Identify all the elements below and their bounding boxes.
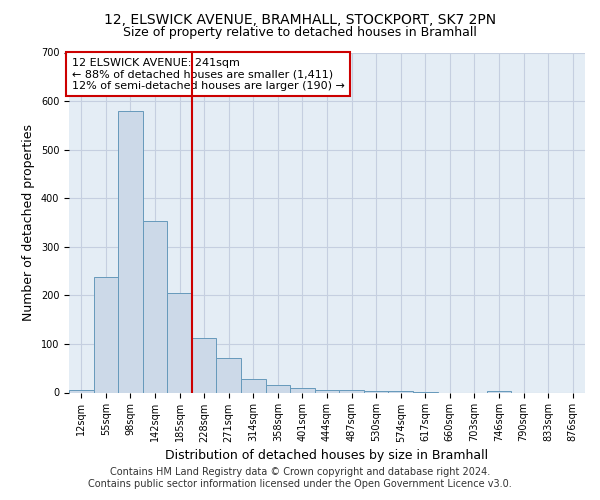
Bar [69, 390, 94, 392]
Bar [487, 391, 511, 392]
Bar [364, 391, 388, 392]
Bar [94, 278, 118, 392]
Text: 12, ELSWICK AVENUE, BRAMHALL, STOCKPORT, SK7 2PN: 12, ELSWICK AVENUE, BRAMHALL, STOCKPORT,… [104, 12, 496, 26]
Bar [217, 358, 241, 392]
Bar [192, 338, 217, 392]
Text: Size of property relative to detached houses in Bramhall: Size of property relative to detached ho… [123, 26, 477, 39]
X-axis label: Distribution of detached houses by size in Bramhall: Distribution of detached houses by size … [166, 448, 488, 462]
Bar [290, 388, 315, 392]
Bar [143, 221, 167, 392]
Y-axis label: Number of detached properties: Number of detached properties [22, 124, 35, 321]
Bar [339, 390, 364, 392]
Bar [266, 385, 290, 392]
Text: 12 ELSWICK AVENUE: 241sqm
← 88% of detached houses are smaller (1,411)
12% of se: 12 ELSWICK AVENUE: 241sqm ← 88% of detac… [71, 58, 344, 91]
Bar [388, 391, 413, 392]
Bar [118, 111, 143, 392]
Bar [167, 293, 192, 392]
Bar [241, 380, 266, 392]
Bar [315, 390, 339, 392]
Text: Contains HM Land Registry data © Crown copyright and database right 2024.
Contai: Contains HM Land Registry data © Crown c… [88, 468, 512, 489]
